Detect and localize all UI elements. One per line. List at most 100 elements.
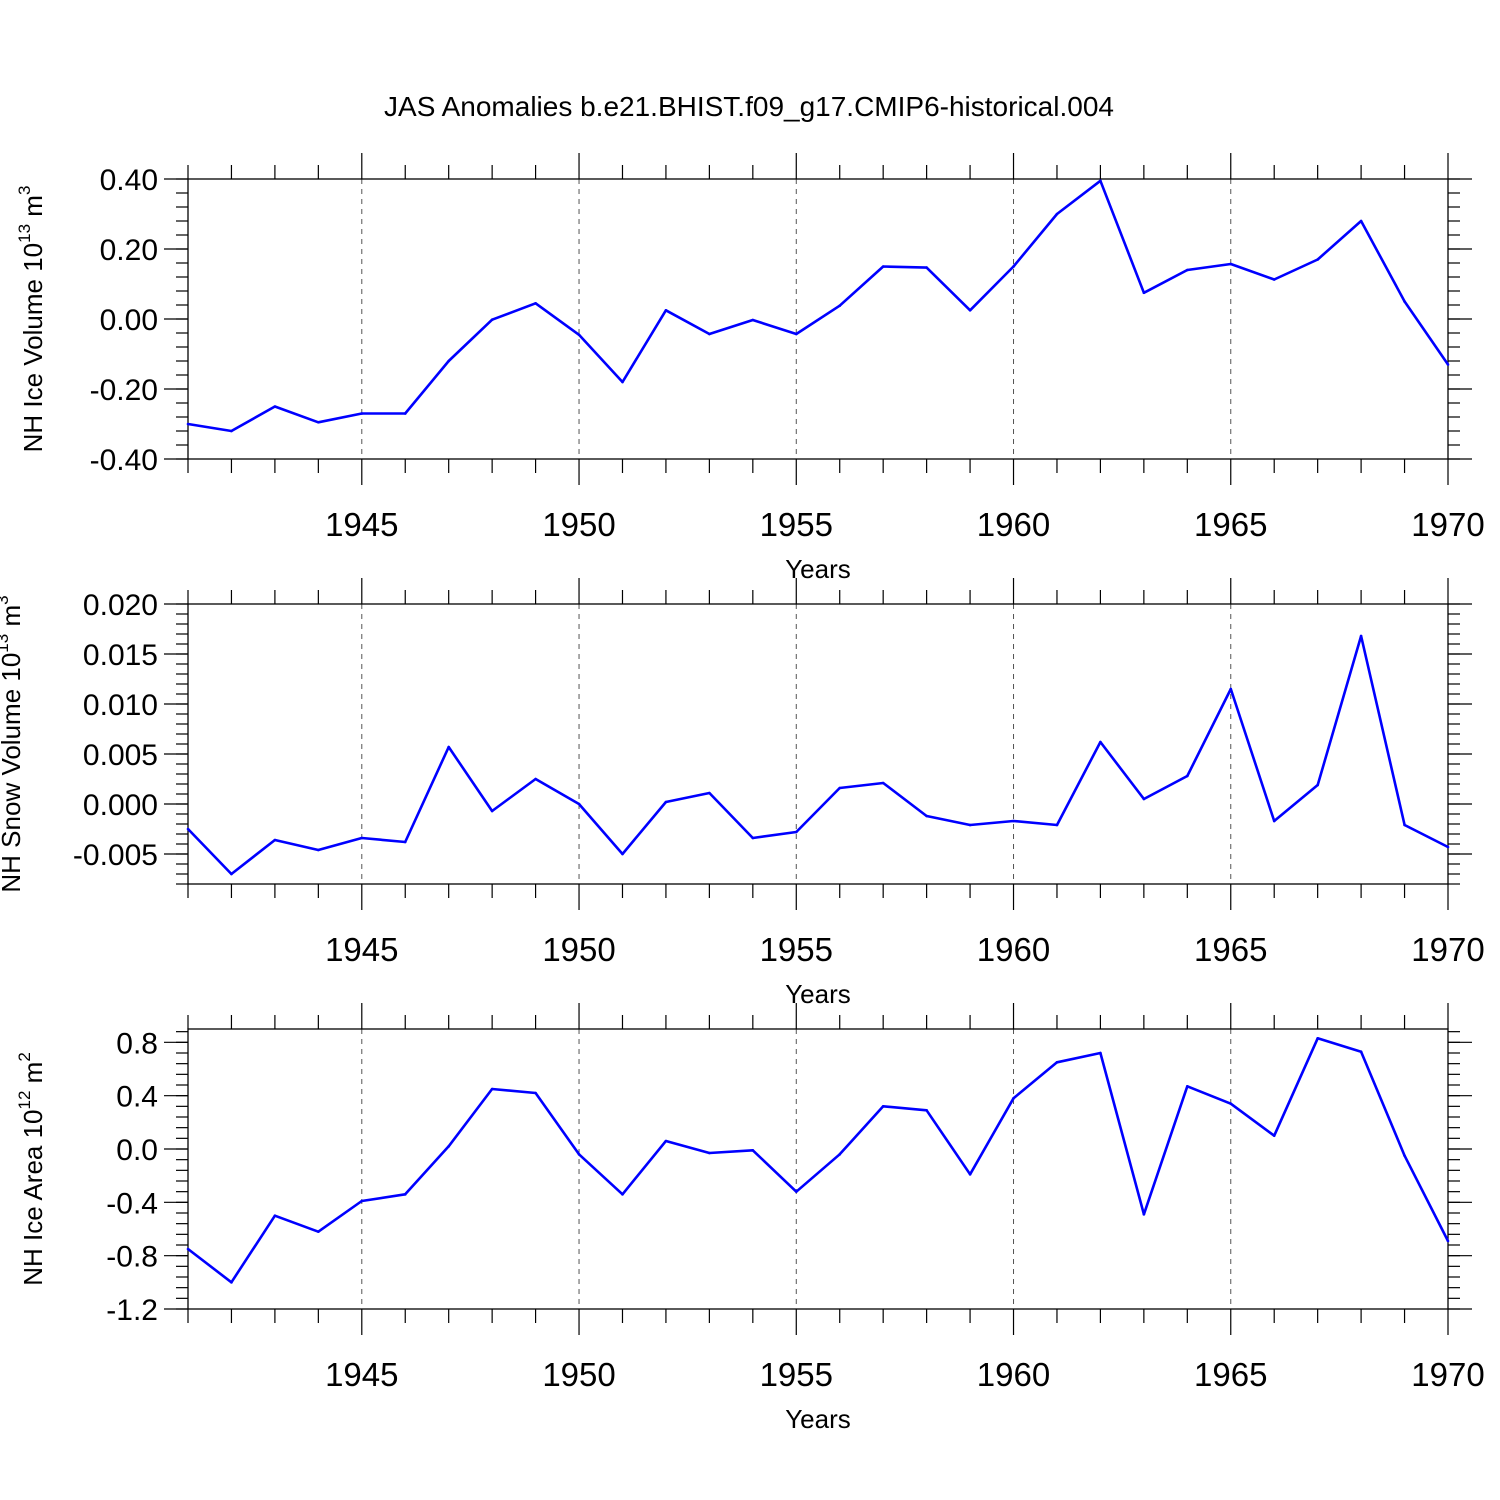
snow-volume-data-point — [751, 836, 755, 840]
ice-volume-yaxis-label-exp: 13 — [15, 224, 34, 243]
snow-volume-data-point — [1099, 740, 1102, 744]
snow-volume-data-point — [317, 848, 320, 852]
snow-volume-yaxis-label-unit: m — [0, 605, 26, 634]
ice-volume-data-point — [881, 265, 885, 268]
ice-volume-ytick-label: -0.40 — [90, 444, 158, 477]
ice-volume-data-point — [1142, 291, 1146, 295]
ice-area-data-point — [621, 1193, 624, 1196]
ice-volume-data-point — [664, 308, 668, 312]
snow-volume-data-point — [360, 836, 364, 840]
ice-area-yaxis-label: NH Ice Area 1012 m2 — [15, 1052, 48, 1286]
ice-area-data-point — [403, 1193, 407, 1196]
ice-area-data-point — [273, 1214, 277, 1217]
ice-volume-data-point — [577, 333, 581, 337]
ice-volume-data-point — [1272, 278, 1276, 281]
snow-volume-ytick-label: -0.005 — [73, 839, 158, 872]
snow-volume-data-point — [186, 827, 190, 831]
ice-volume-data-point — [1446, 363, 1450, 366]
ice-area-yaxis-label-unit-exp: 2 — [15, 1052, 34, 1061]
ice-area-data-point — [534, 1091, 537, 1095]
ice-volume-data-point — [360, 412, 364, 415]
ice-area-data-point — [1012, 1097, 1015, 1100]
ice-area-data-point — [1229, 1102, 1233, 1105]
snow-volume-xtick-label: 1960 — [977, 931, 1050, 968]
ice-area-data-point — [751, 1149, 755, 1152]
ice-volume-data-point — [273, 405, 277, 408]
ice-volume-data-point — [838, 304, 842, 308]
ice-area-data-point — [881, 1105, 885, 1108]
ice-volume-data-point — [751, 318, 755, 322]
ice-area-xtick-label: 1960 — [977, 1356, 1050, 1393]
snow-volume-ytick-label: 0.020 — [83, 589, 158, 622]
snow-volume-xtick-label: 1950 — [542, 931, 615, 968]
snow-volume-ytick-label: 0.000 — [83, 789, 158, 822]
ice-area-data-point — [490, 1087, 494, 1091]
snow-volume-xaxis-label: Years — [785, 979, 851, 1009]
snow-volume-data-point — [230, 872, 233, 876]
snow-volume-xtick-label: 1955 — [760, 931, 833, 968]
ice-area-data-point — [317, 1230, 320, 1233]
ice-volume-series-line — [187, 179, 1450, 433]
snow-volume-yaxis-label-unit-exp: 3 — [0, 595, 12, 604]
snow-volume-data-point — [968, 823, 972, 827]
ice-volume-xtick-label: 1955 — [760, 506, 833, 543]
ice-volume-panel: -0.40 -0.20 0.00 0.20 0.40 1945 1950 1955 1960 19… — [15, 153, 1485, 584]
ice-volume-data-point — [1186, 268, 1189, 272]
ice-volume-xtick-label: 1970 — [1411, 506, 1484, 543]
ice-area-data-point — [1359, 1050, 1363, 1053]
ice-volume-data-point — [1012, 265, 1015, 268]
ice-volume-xtick-label: 1950 — [542, 506, 615, 543]
ice-area-data-point — [1055, 1061, 1059, 1064]
ice-volume-yaxis-label-text: NH Ice Volume 10 — [18, 243, 48, 453]
ice-area-ytick-label: -1.2 — [106, 1294, 158, 1327]
snow-volume-data-point — [1272, 819, 1276, 823]
ice-area-ytick-label: 0.0 — [116, 1134, 158, 1167]
ice-area-ytick-label: -0.4 — [106, 1187, 158, 1220]
snow-volume-data-point — [664, 800, 668, 804]
ice-volume-ytick-label: 0.20 — [100, 234, 158, 267]
snow-volume-data-point — [1316, 783, 1319, 787]
snow-volume-data-point — [1229, 687, 1233, 691]
ice-area-yaxis-label-unit: m — [18, 1062, 48, 1091]
ice-area-data-point — [664, 1139, 668, 1143]
ice-volume-xtick-label: 1945 — [325, 506, 398, 543]
snow-volume-data-point — [1403, 823, 1406, 827]
ice-area-data-point — [838, 1153, 842, 1156]
ice-area-xtick-label: 1945 — [325, 1356, 398, 1393]
ice-volume-data-point — [447, 359, 450, 363]
ice-area-data-point — [1446, 1239, 1450, 1243]
ice-volume-data-point — [621, 380, 624, 384]
ice-area-xaxis-label: Years — [785, 1404, 851, 1434]
ice-area-ytick-label: -0.8 — [106, 1241, 158, 1274]
ice-volume-data-point — [1055, 212, 1059, 216]
ice-area-data-point — [1099, 1051, 1102, 1055]
ice-volume-ytick-label: 0.40 — [100, 164, 158, 197]
ice-area-data-point — [1272, 1134, 1276, 1137]
ice-volume-data-point — [186, 422, 190, 426]
snow-volume-ytick-label: 0.015 — [83, 639, 158, 672]
ice-volume-data-point — [534, 301, 537, 305]
snow-volume-data-point — [534, 777, 537, 781]
ice-area-xtick-label: 1965 — [1194, 1356, 1267, 1393]
snow-volume-data-point — [1012, 819, 1015, 823]
ice-volume-xtick-label: 1960 — [977, 506, 1050, 543]
snow-volume-data-point — [1446, 845, 1450, 849]
snow-volume-yaxis-label-exp: 13 — [0, 634, 12, 653]
snow-volume-data-point — [403, 840, 407, 844]
ice-volume-data-point — [1099, 179, 1102, 183]
snow-volume-xtick-label: 1970 — [1411, 931, 1484, 968]
ice-area-data-point — [1142, 1213, 1146, 1216]
snow-volume-data-point — [925, 814, 928, 818]
snow-volume-data-point — [1186, 774, 1189, 778]
ice-volume-data-point — [1316, 258, 1319, 261]
ice-volume-data-point — [708, 332, 711, 336]
snow-volume-xtick-label: 1945 — [325, 931, 398, 968]
ice-area-data-point — [577, 1153, 581, 1156]
ice-area-data-point — [708, 1151, 711, 1155]
ice-area-xtick-label: 1970 — [1411, 1356, 1484, 1393]
snow-volume-data-point — [838, 786, 842, 790]
snow-volume-series-line — [187, 634, 1449, 876]
ice-volume-data-point — [490, 318, 494, 322]
snow-volume-data-point — [1359, 634, 1363, 638]
